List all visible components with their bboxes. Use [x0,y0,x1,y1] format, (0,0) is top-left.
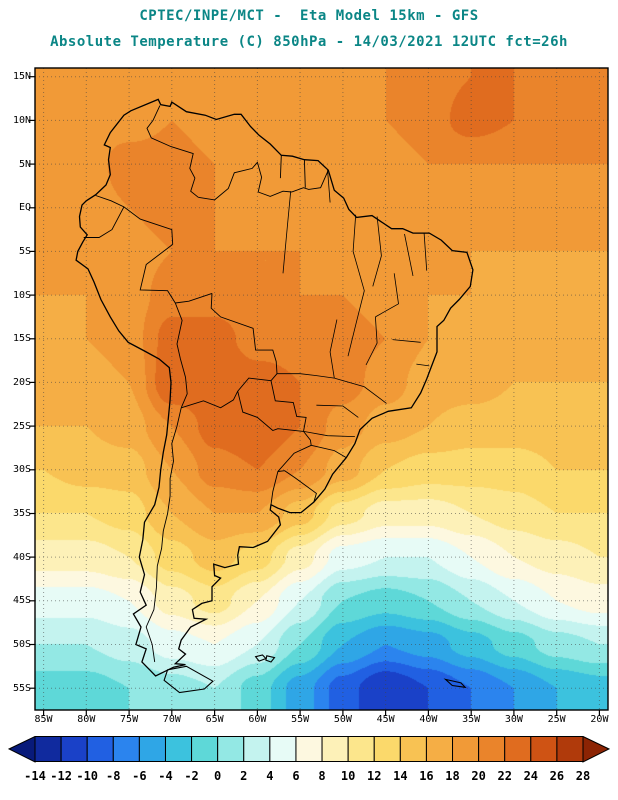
colorbar-cell [347,736,375,762]
lat-label-5N: 5N [18,158,31,170]
colorbar-right-arrow [582,736,610,763]
lon-label-65W: 65W [205,714,224,725]
lat-label-25S: 25S [12,420,31,432]
lon-label-70W: 70W [162,714,181,725]
lat-label-20S: 20S [12,376,31,388]
colorbar-cell [243,736,271,762]
lat-label-40S: 40S [12,551,31,563]
colorbar-tick-label: -4 [158,769,173,783]
lon-label-55W: 55W [291,714,310,725]
colorbar-tick-label: -2 [184,769,199,783]
colorbar-cell [269,736,297,762]
lon-label-20W: 20W [590,714,609,725]
page-subtitle: Absolute Temperature (C) 850hPa - 14/03/… [50,34,568,50]
colorbar-cell [295,736,323,762]
lon-label-30W: 30W [504,714,523,725]
colorbar-cell [504,736,532,762]
colorbar-cell [556,736,584,762]
colorbar-tick-label: 22 [497,769,512,783]
colorbar-swatches [8,736,610,763]
colorbar-tick-label: 12 [367,769,382,783]
lat-label-35S: 35S [12,507,31,519]
colorbar-tick-label: 28 [575,769,591,783]
colorbar-tick-label: -12 [50,769,72,783]
colorbar-cell [399,736,427,762]
colorbar-tick-label: 8 [318,769,326,783]
lat-label-50S: 50S [12,638,31,650]
lat-label-45S: 45S [12,595,31,607]
colorbar-cell [164,736,193,762]
colorbar-cell [86,736,114,762]
lat-label-10S: 10S [12,289,31,301]
lat-label-5S: 5S [18,245,31,257]
colorbar-cell [530,736,558,762]
lon-label-85W: 85W [34,714,53,725]
lat-label-15N: 15N [12,71,31,83]
page-title: CPTEC/INPE/MCT - Eta Model 15km - GFS [139,8,479,24]
lon-label-80W: 80W [77,714,96,725]
colorbar-cell [112,736,140,762]
colorbar-tick-label: 6 [292,769,300,783]
colorbar-tick-label: -10 [76,769,99,783]
colorbar-cell [60,736,88,762]
colorbar-tick-label: 20 [471,769,486,783]
temperature-field [35,68,608,710]
colorbar-tick-label: 14 [393,769,408,783]
lat-label-EQ: EQ [18,202,31,214]
lat-label-30S: 30S [12,464,31,476]
lon-label-40W: 40W [419,714,438,725]
lon-label-25W: 25W [547,714,566,725]
lon-label-50W: 50W [333,714,352,725]
lon-label-75W: 75W [120,714,139,725]
lon-label-35W: 35W [462,714,481,725]
lon-label-60W: 60W [248,714,267,725]
colorbar-tick-label: 18 [445,769,460,783]
colorbar-cell [425,736,454,762]
colorbar-left-arrow [8,736,36,763]
colorbar-cell [217,736,245,762]
lat-label-15S: 15S [12,333,31,345]
colorbar-tick-label: 26 [549,769,565,783]
colorbar-cell [478,736,506,762]
colorbar-tick-label: 24 [523,769,539,783]
lon-label-45W: 45W [376,714,395,725]
colorbar-tick-label: 2 [240,769,248,783]
colorbar-tick-label: 16 [419,769,434,783]
lat-label-10N: 10N [12,114,31,126]
colorbar-tick-label: 10 [340,769,356,783]
colorbar-cell [373,736,401,762]
colorbar-cell [191,736,219,762]
lat-label-55S: 55S [12,682,31,694]
colorbar-cell [321,736,349,762]
colorbar-tick-label: -6 [132,769,147,783]
colorbar-cell [34,736,62,762]
colorbar-cell [138,736,166,762]
colorbar-tick-label: -8 [106,769,121,783]
colorbar-cell [452,736,480,762]
colorbar-tick-label: -14 [24,769,46,783]
colorbar-tick-label: 4 [266,769,274,783]
colorbar-tick-label: 0 [214,769,222,783]
colorbar: -14 -12 -10 -8 -6 -4 -2 0 2 4 6 8 10 12 14 16 18 20 22 24 26… [8,736,610,794]
